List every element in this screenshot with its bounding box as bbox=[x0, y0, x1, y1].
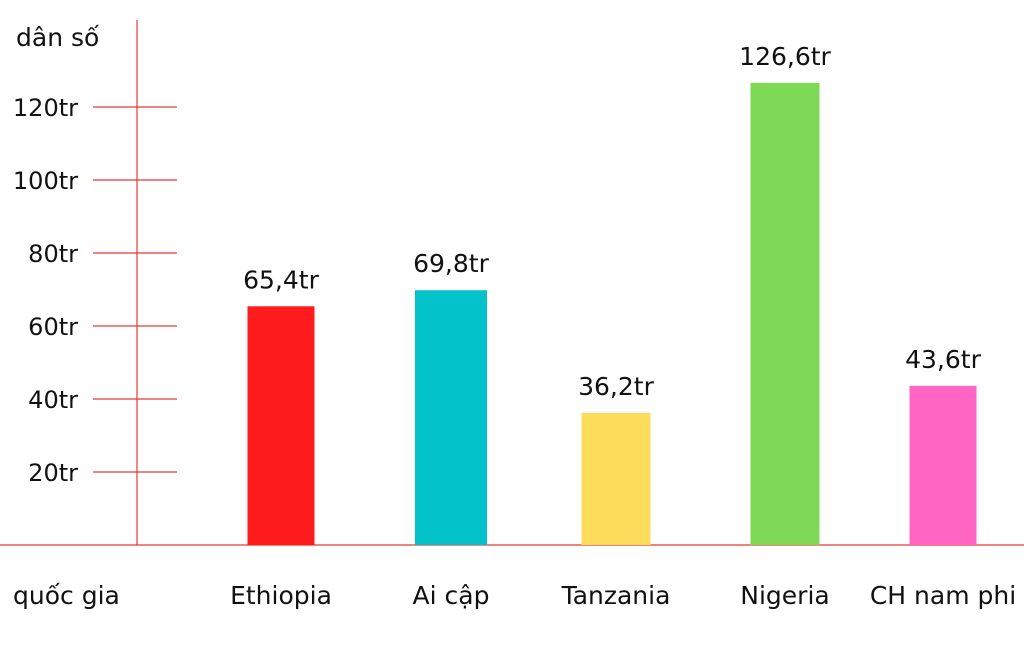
x-category-label: Tanzania bbox=[561, 581, 671, 610]
y-ticks: 20tr 40tr 60tr 80tr 100tr 120tr bbox=[13, 94, 177, 487]
bar bbox=[750, 82, 820, 545]
bar-value-label: 43,6tr bbox=[905, 345, 981, 374]
x-axis-title: quốc gia bbox=[13, 581, 120, 610]
y-axis-title: dân số bbox=[16, 23, 100, 52]
y-tick-label: 60tr bbox=[28, 313, 78, 341]
bar-value-label: 65,4tr bbox=[243, 265, 319, 294]
y-tick-label: 80tr bbox=[28, 240, 78, 268]
y-tick-label: 100tr bbox=[13, 167, 78, 195]
x-category-label: Ethiopia bbox=[230, 581, 332, 610]
bar-value-label: 126,6tr bbox=[739, 42, 831, 71]
value-labels: 65,4tr 69,8tr 36,2tr 126,6tr 43,6tr bbox=[243, 42, 981, 401]
category-labels: Ethiopia Ai cập Tanzania Nigeria CH nam phi bbox=[230, 581, 1016, 610]
bar bbox=[247, 306, 315, 545]
bars bbox=[247, 82, 977, 545]
x-category-label: Ai cập bbox=[413, 581, 490, 610]
y-tick-label: 40tr bbox=[28, 386, 78, 414]
x-category-label: CH nam phi bbox=[870, 581, 1016, 610]
x-category-label: Nigeria bbox=[740, 581, 829, 610]
bar-value-label: 36,2tr bbox=[578, 372, 654, 401]
y-tick-label: 20tr bbox=[28, 459, 78, 487]
y-tick-label: 120tr bbox=[13, 94, 78, 122]
bar-value-label: 69,8tr bbox=[413, 249, 489, 278]
bar bbox=[909, 385, 977, 545]
bar bbox=[581, 412, 651, 545]
bar bbox=[415, 290, 487, 545]
